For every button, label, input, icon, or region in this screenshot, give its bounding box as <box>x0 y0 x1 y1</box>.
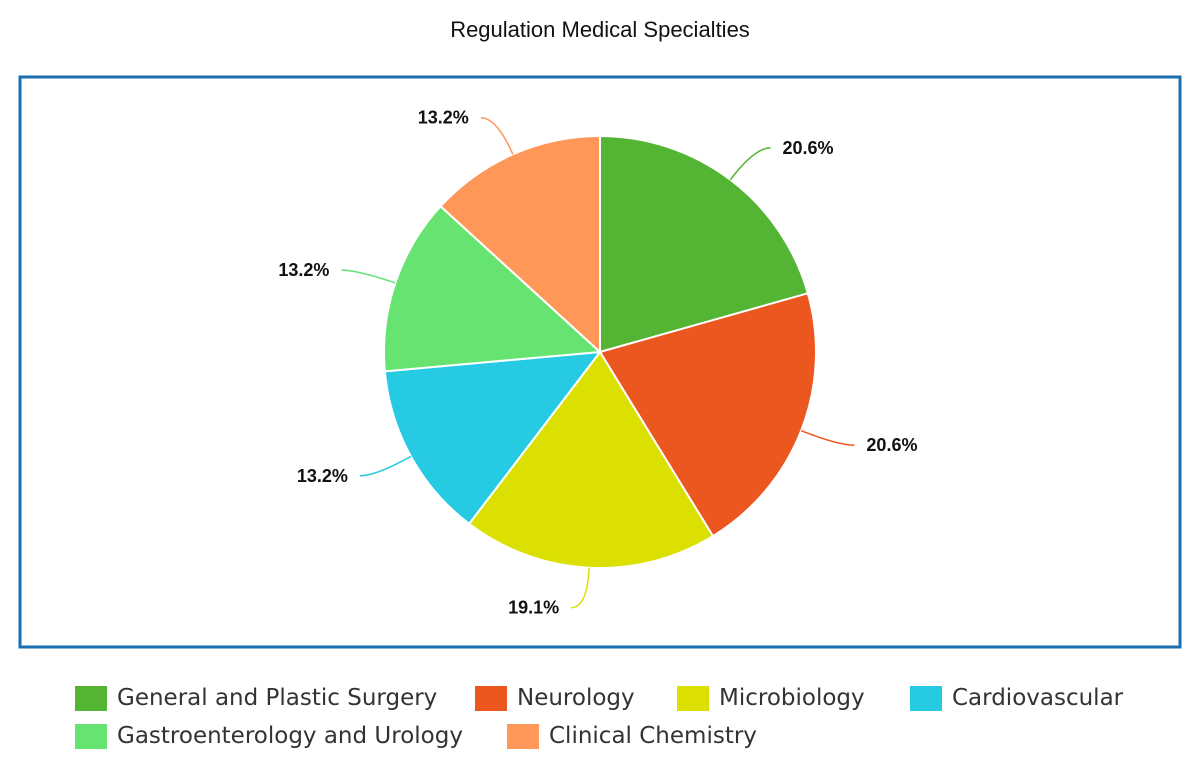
data-label-clinical-chemistry: 13.2% <box>418 108 469 128</box>
legend-item-gastroenterology-and-urology[interactable]: Gastroenterology and Urology <box>75 722 463 750</box>
legend-swatch <box>75 723 107 749</box>
legend-swatch <box>910 685 942 711</box>
pie-slice-general-and-plastic-surgery[interactable] <box>599 134 810 354</box>
legend-swatch <box>507 723 539 749</box>
pie-slices <box>383 134 817 569</box>
legend-label: Microbiology <box>719 685 865 711</box>
legend-swatch <box>75 685 107 711</box>
label-connector-cardiovascular <box>359 455 412 477</box>
legend-swatch <box>475 685 507 711</box>
label-connector-microbiology <box>571 567 590 609</box>
legend-swatch <box>677 685 709 711</box>
chart-title: Regulation Medical Specialties <box>450 17 750 42</box>
legend-label: General and Plastic Surgery <box>117 685 438 711</box>
label-connector-gastroenterology-and-urology <box>341 269 396 284</box>
plot-area-frame <box>18 75 1182 649</box>
pie-data-labels: 20.6% 20.6% 19.1% 13.2% 13.2% 13.2% <box>278 108 917 618</box>
label-connector-neurology <box>800 429 855 446</box>
legend-item-clinical-chemistry[interactable]: Clinical Chemistry <box>507 722 757 750</box>
label-connector-clinical-chemistry <box>480 116 514 155</box>
data-label-neurology: 20.6% <box>866 435 917 455</box>
legend-label: Gastroenterology and Urology <box>117 723 463 749</box>
legend-label: Clinical Chemistry <box>549 723 757 749</box>
legend-item-cardiovascular[interactable]: Cardiovascular <box>910 684 1123 712</box>
data-label-cardiovascular: 13.2% <box>297 466 348 486</box>
legend-item-neurology[interactable]: Neurology <box>475 684 635 712</box>
data-label-gastroenterology-and-urology: 13.2% <box>278 260 329 280</box>
legend-item-general-and-plastic-surgery[interactable]: General and Plastic Surgery <box>75 684 437 712</box>
data-label-microbiology: 19.1% <box>508 598 559 618</box>
pie-slice-neurology[interactable] <box>598 292 817 538</box>
pie-slice-cardiovascular[interactable] <box>383 350 603 526</box>
pie-slice-microbiology[interactable] <box>467 350 715 569</box>
legend-item-microbiology[interactable]: Microbiology <box>677 684 865 712</box>
label-connector-general-and-plastic-surgery <box>729 147 771 181</box>
pie-slice-gastroenterology-and-urology[interactable] <box>383 204 603 373</box>
legend-label: Neurology <box>517 685 635 711</box>
data-label-general-and-plastic-surgery: 20.6% <box>782 138 833 158</box>
legend-label: Cardiovascular <box>952 685 1124 711</box>
pie-slice-clinical-chemistry[interactable] <box>439 134 601 355</box>
